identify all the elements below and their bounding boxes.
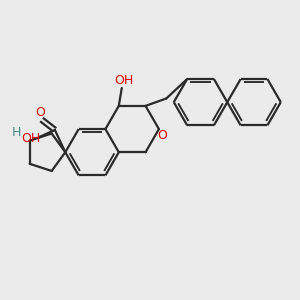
Text: O: O bbox=[157, 129, 167, 142]
Text: O: O bbox=[35, 106, 45, 119]
Text: OH: OH bbox=[22, 132, 41, 146]
Text: OH: OH bbox=[114, 74, 134, 87]
Text: H: H bbox=[12, 126, 21, 140]
